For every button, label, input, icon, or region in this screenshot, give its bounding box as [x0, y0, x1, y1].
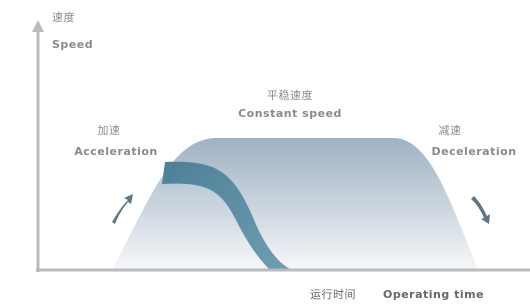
decel-arrow	[471, 196, 490, 224]
phase-label-zh: 减速	[439, 124, 462, 137]
accel-arrow	[112, 194, 133, 224]
phase-label-en: Constant speed	[238, 107, 342, 120]
speed-area	[112, 138, 478, 270]
page: 速度 Speed 加速 Acceleration 平稳速度 Constant s…	[0, 0, 530, 303]
x-label-zh: 运行时间	[310, 288, 356, 301]
x-label-en: Operating time	[383, 288, 484, 301]
speed-profile	[112, 138, 478, 270]
diagram: 速度 Speed 加速 Acceleration 平稳速度 Constant s…	[0, 0, 530, 303]
phase-label-zh: 平稳速度	[267, 88, 313, 102]
phase-label-en: Deceleration	[431, 145, 516, 158]
y-label-en: Speed	[52, 38, 93, 51]
phase-label-zh: 加速	[98, 124, 121, 137]
phase-label-en: Acceleration	[74, 145, 158, 158]
y-axis-arrow	[32, 20, 44, 32]
y-label-zh: 速度	[52, 10, 75, 24]
